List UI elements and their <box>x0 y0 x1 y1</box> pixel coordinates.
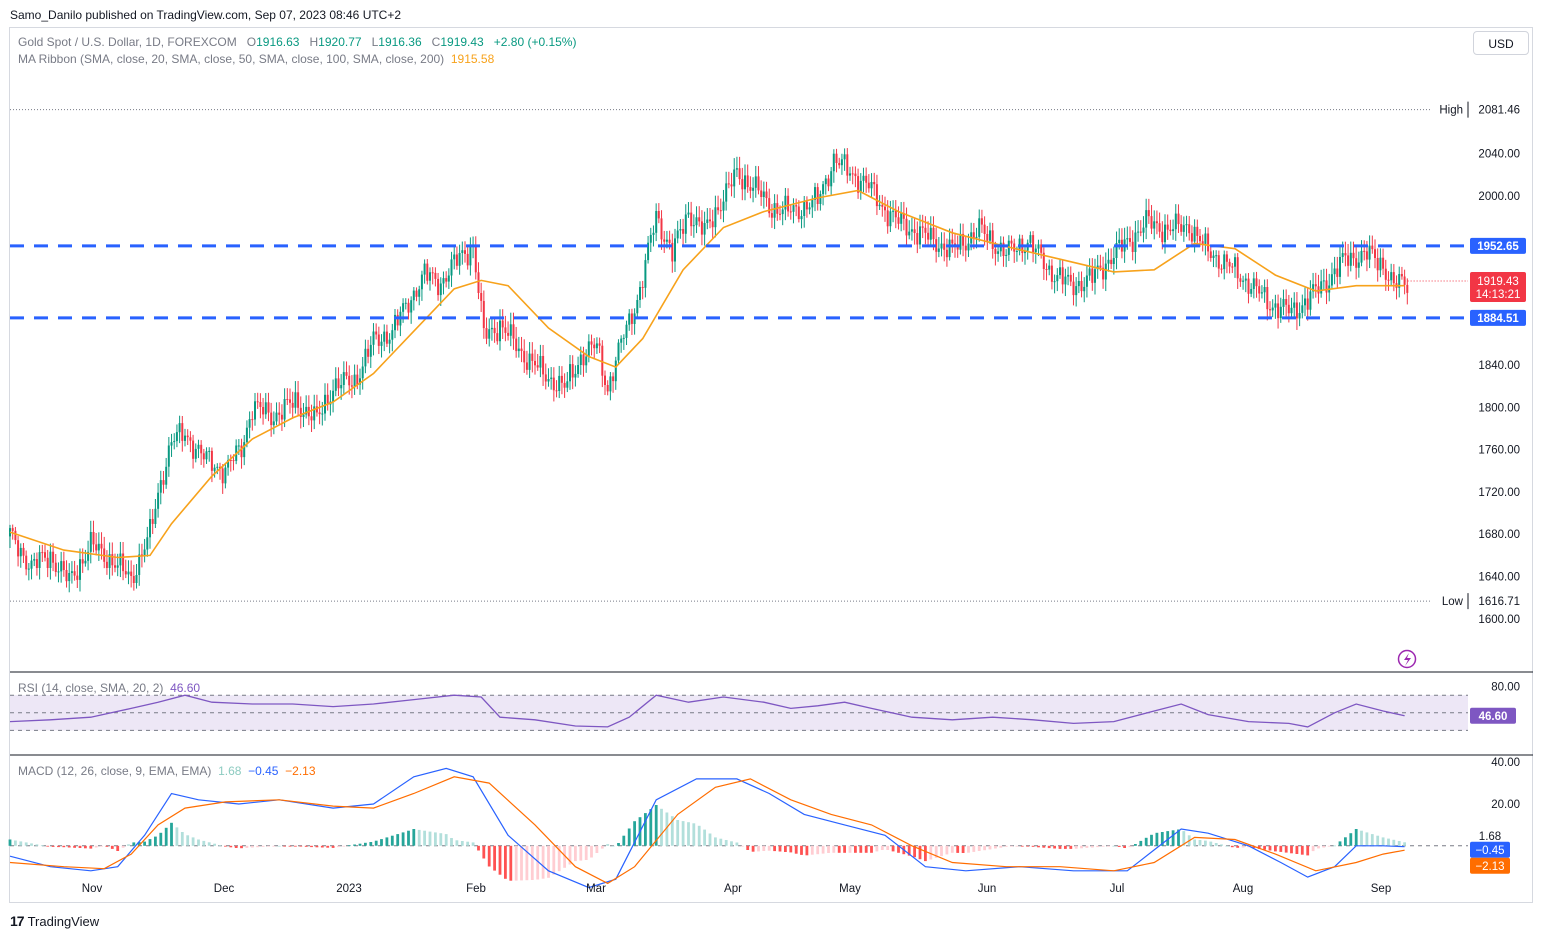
macd-hist-value: 1.68 <box>218 764 242 778</box>
footer: 17 TradingView <box>10 913 99 929</box>
close-value: 1919.43 <box>440 35 484 49</box>
open-value: 1916.63 <box>256 35 300 49</box>
change-value: +2.80 (+0.15%) <box>493 35 577 49</box>
open-label: O <box>246 35 257 49</box>
chart-frame <box>9 27 1533 903</box>
macd-line-value: −0.45 <box>248 764 279 778</box>
publisher-line: Samo_Danilo published on TradingView.com… <box>10 8 402 22</box>
ma-value: 1915.58 <box>450 52 495 66</box>
close-label: C <box>431 35 441 49</box>
low-value: 1916.36 <box>378 35 422 49</box>
symbol-legend: Gold Spot / U.S. Dollar, 1D, FOREXCOM O1… <box>18 35 576 49</box>
rsi-value: 46.60 <box>170 681 201 695</box>
low-label: L <box>371 35 379 49</box>
symbol-name[interactable]: Gold Spot / U.S. Dollar, 1D, FOREXCOM <box>18 35 237 49</box>
rsi-label[interactable]: RSI (14, close, SMA, 20, 2) <box>18 681 164 695</box>
currency-button[interactable]: USD <box>1473 31 1529 55</box>
tradingview-logo-icon: 17 <box>10 913 25 929</box>
rsi-legend: RSI (14, close, SMA, 20, 2) 46.60 <box>18 681 200 695</box>
ma-label[interactable]: MA Ribbon (SMA, close, 20, SMA, close, 5… <box>18 52 445 66</box>
brand-name[interactable]: TradingView <box>27 913 100 929</box>
ma-legend: MA Ribbon (SMA, close, 20, SMA, close, 5… <box>18 52 494 66</box>
high-value: 1920.77 <box>318 35 362 49</box>
high-label: H <box>309 35 319 49</box>
macd-legend: MACD (12, 26, close, 9, EMA, EMA) 1.68 −… <box>18 764 316 778</box>
macd-label[interactable]: MACD (12, 26, close, 9, EMA, EMA) <box>18 764 212 778</box>
macd-signal-value: −2.13 <box>285 764 316 778</box>
